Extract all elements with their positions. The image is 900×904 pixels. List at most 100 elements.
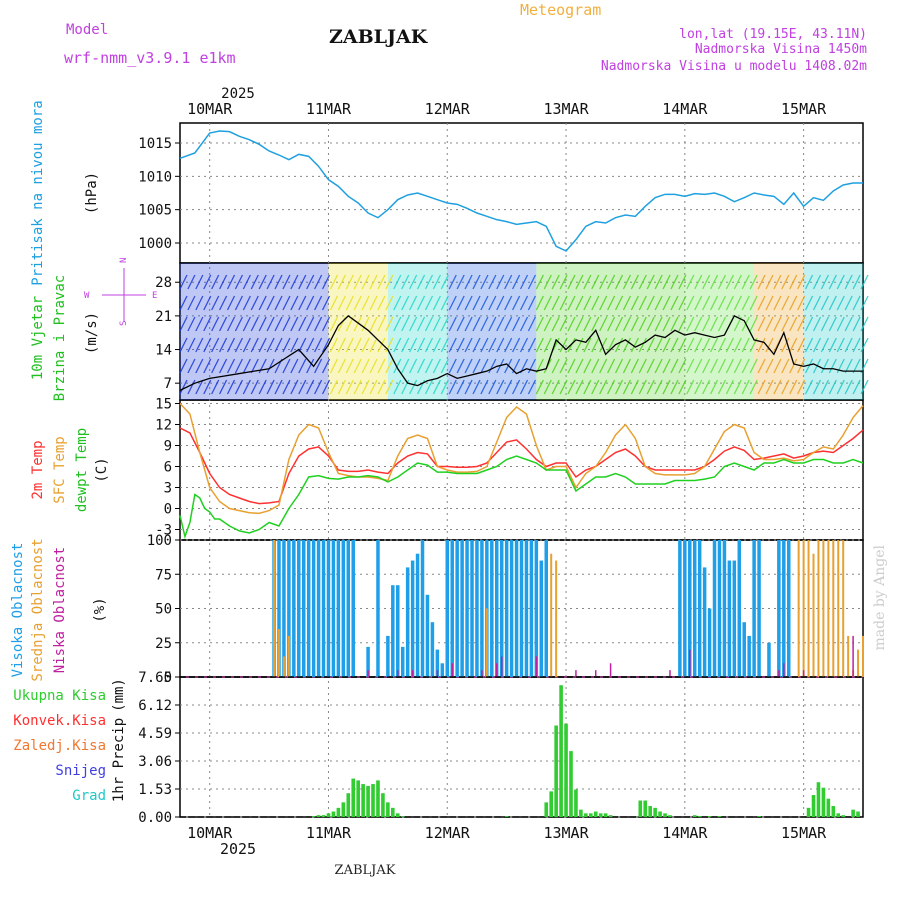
cloud-high-bar	[777, 540, 781, 677]
wind-barb	[781, 274, 790, 290]
wind-barb	[187, 379, 196, 395]
cloud-high-bar	[445, 540, 450, 677]
precip-bar	[598, 813, 603, 817]
wind-barb	[448, 274, 457, 290]
cloud-high-bar	[683, 540, 687, 677]
wind-barb	[219, 274, 228, 290]
cloud-low-bar	[669, 670, 671, 677]
wind-barb	[709, 379, 719, 395]
wind-barb	[321, 358, 331, 374]
wind-barb	[630, 295, 639, 311]
wind-barb	[337, 295, 346, 311]
precip-bar	[584, 813, 588, 817]
wind-barb	[717, 379, 727, 395]
wind-barb	[860, 316, 869, 332]
cloud-high-bar	[341, 540, 346, 677]
wind-barb	[432, 295, 441, 311]
wind-barb	[480, 274, 489, 290]
wind-barb	[551, 295, 560, 311]
wind-barb	[607, 379, 616, 395]
wind-barb	[266, 274, 275, 290]
wind-barb	[480, 295, 489, 311]
wind-barb	[306, 379, 315, 395]
wind-barb	[385, 337, 394, 353]
wind-barb	[440, 295, 449, 311]
wind-barb	[290, 295, 299, 311]
precip-bar	[638, 800, 643, 817]
wind-barb	[519, 274, 529, 290]
wind-barb	[630, 274, 639, 290]
wind-barb	[828, 274, 837, 290]
wind-barb	[852, 295, 861, 311]
wind-barb	[472, 316, 481, 332]
wind-barb	[527, 316, 537, 332]
wind-barb	[385, 274, 394, 290]
wind-barb	[440, 358, 449, 374]
precip-bar	[707, 816, 712, 817]
cloud-low-bar	[451, 663, 453, 677]
wind-barb	[591, 379, 600, 395]
wind-barb	[733, 274, 742, 290]
wind-barb	[250, 316, 259, 332]
wind-barb	[369, 337, 378, 353]
wind-barb	[717, 295, 727, 311]
precip-bar	[361, 784, 365, 817]
wind-barb	[535, 316, 544, 332]
cloud-low-bar	[535, 656, 538, 677]
wind-barb	[670, 295, 679, 311]
wind-barb	[662, 316, 671, 332]
temperature-ytick-label: 15	[155, 397, 172, 413]
wind-barb	[852, 274, 861, 290]
wind-barb	[219, 295, 228, 311]
cloud-mid-bar	[287, 635, 290, 677]
wind-barb	[345, 274, 354, 290]
wind-barb	[250, 295, 259, 311]
wind-barb	[179, 274, 188, 290]
bottom-date-labels: 10MAR 11MAR 12MAR 13MAR 14MAR 15MAR	[187, 824, 827, 842]
cloud-low-bar	[609, 663, 612, 677]
wind-barb	[527, 274, 537, 290]
wind-barb	[424, 295, 434, 311]
wind-barb	[702, 295, 711, 311]
pressure-line	[179, 130, 863, 252]
bottom-date-label: 14MAR	[662, 824, 708, 842]
cloud-mid-bar	[273, 540, 276, 677]
wind-barb	[179, 337, 188, 353]
precip-bar	[603, 813, 608, 817]
cloud-high-bar	[455, 540, 459, 677]
wind-barb	[219, 379, 228, 395]
wind-barb	[559, 295, 568, 311]
cloud-high-bar	[292, 540, 296, 677]
wind-barb	[583, 316, 592, 332]
cloud-mid-bar	[842, 540, 845, 677]
wind-barb	[512, 337, 521, 353]
wind-barb	[448, 337, 457, 353]
wind-barb	[226, 379, 236, 395]
cloud-low-bar	[481, 670, 483, 677]
dewpoint-line	[179, 455, 864, 540]
pressure-unit: (hPa)	[84, 172, 100, 214]
wind-barb	[543, 295, 552, 311]
wind-barb	[440, 337, 449, 353]
wind-barb	[424, 358, 434, 374]
cloud-high-bar	[440, 663, 445, 677]
wind-barb	[226, 337, 236, 353]
wind-barb	[519, 316, 529, 332]
wind-barb	[234, 379, 244, 395]
compass-north-label: N	[119, 258, 129, 263]
wind-barb	[686, 316, 695, 332]
precip-bar	[331, 811, 336, 817]
precip-bar	[400, 816, 405, 817]
cloud-low-bar	[496, 663, 498, 677]
wind-barb	[203, 274, 212, 290]
wind-barb	[527, 295, 537, 311]
wind-barb	[630, 358, 639, 374]
wind-barb	[860, 337, 869, 353]
cloud-high-bar	[410, 560, 415, 677]
wind-barb	[662, 295, 671, 311]
cloud-high-bar	[331, 540, 336, 677]
wind-barb	[361, 274, 370, 290]
elevation-label: Nadmorska Visina 1450m	[695, 42, 867, 57]
wind-barb	[464, 316, 473, 332]
precip-bar	[381, 793, 385, 817]
